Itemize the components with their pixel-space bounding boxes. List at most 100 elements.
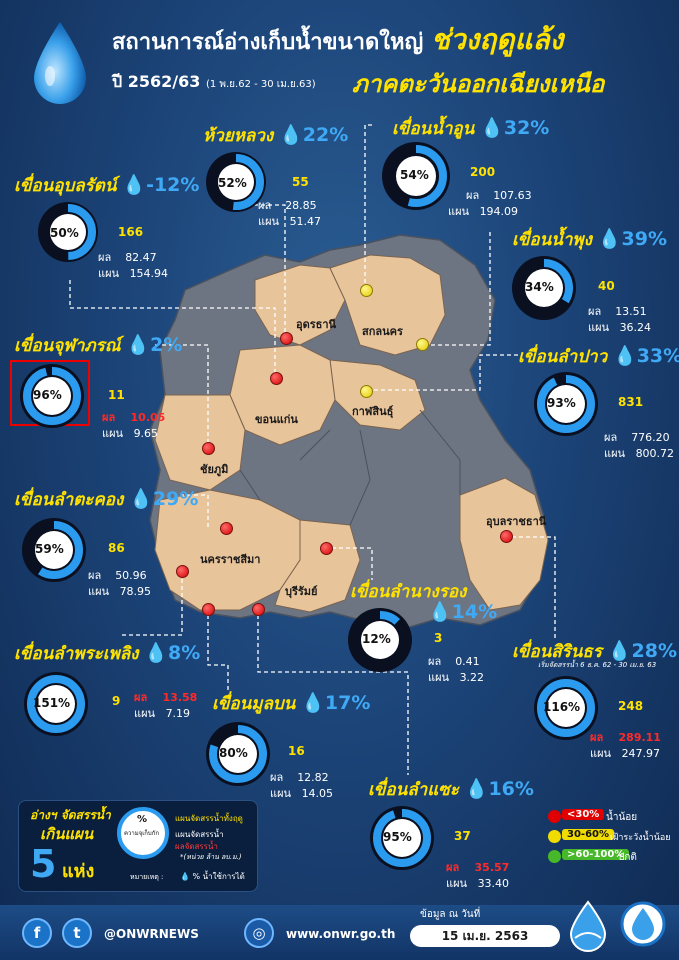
capacity: 248 (618, 699, 644, 713)
capacity: 9 (112, 694, 121, 708)
storage-pct: 93% (547, 396, 576, 410)
capacity: 86 (108, 541, 125, 555)
dam-title-nam-oon: เขื่อนน้ำอูน 💧32% (392, 117, 550, 139)
province-dot-ubolratana (270, 372, 283, 385)
gauge-sirindhorn (534, 676, 598, 740)
map-khonkaen (229, 344, 336, 446)
key-pct-caption: ความจุเก็บกัก (124, 830, 159, 837)
dam-title-lam-phra-phloeng: เขื่อนลำพระเพลิง 💧8% (14, 642, 201, 664)
note-label: หมายเหตุ : (130, 873, 164, 881)
province-dot-nam-phung (416, 338, 429, 351)
storage-pct: 95% (383, 830, 412, 844)
storage-pct: 34% (525, 280, 554, 294)
legend-range-low: <30% (562, 809, 605, 820)
province-dot-udon (280, 332, 293, 345)
province-dot-lam-phra-phloeng (176, 565, 189, 578)
capacity: 55 (292, 175, 309, 189)
key-unit: *(หน่วย ล้าน ลบ.ม.) (180, 853, 242, 861)
key-actual: ผลจัดสรรน้ำ (175, 842, 218, 851)
gauge-lam-takhong (22, 518, 86, 582)
gauge-nam-phung (512, 256, 576, 320)
note-pct: % น้ำใช้การได้ (192, 872, 245, 881)
dam-title-chulabhorn: เขื่อนจุฬาภรณ์ 💧2% (14, 334, 183, 356)
capacity: 37 (454, 829, 471, 843)
dam-title-mun-bon: เขื่อนมูลบน 💧17% (212, 692, 371, 714)
summary-count: 5 (30, 842, 57, 886)
province-dot-lam-nang-rong (320, 542, 333, 555)
gauge-mun-bon (206, 722, 270, 786)
storage-pct: 96% (33, 388, 62, 402)
key-plan: แผนจัดสรรน้ำ (175, 830, 224, 839)
government-seal-icon (620, 901, 666, 947)
storage-pct: 52% (218, 176, 247, 190)
province-label: ชัยภูมิ (200, 463, 229, 476)
website-link[interactable]: www.onwr.go.th (286, 927, 396, 941)
footer-bar (0, 905, 679, 960)
dam-title-lam-nang-rong: เขื่อนลำนางรอง (350, 582, 467, 602)
map-sakon (329, 254, 446, 356)
storage-pct: 59% (35, 542, 64, 556)
water-drop-logo-icon (34, 22, 86, 104)
dam-title-ubolratana: เขื่อนอุบลรัตน์ 💧-12% (14, 174, 200, 196)
period: (1 พ.ย.62 - 30 เม.ย.63) (205, 79, 316, 90)
dam-pct-lam-nang-rong: 💧14% (428, 601, 498, 623)
province-label: นครราชสีมา (200, 553, 261, 566)
dam-title-sirindhorn: เขื่อนสิรินธร 💧28% (512, 640, 677, 662)
sirindhorn-note: เริ่มจัดสรรน้ำ 6 ธ.ค. 62 - 30 เม.ย. 63 (538, 661, 657, 669)
gauge-lam-pao (534, 372, 598, 436)
key-gauge-icon (117, 807, 169, 859)
summary-line2: เกินแผน (40, 825, 94, 843)
capacity: 40 (598, 279, 615, 293)
map-kalasin (329, 359, 426, 431)
map-udon (254, 264, 346, 346)
province-dot-mun-bon (202, 603, 215, 616)
legend-label-normal: ปกติ (618, 852, 637, 863)
social-handle[interactable]: @ONWRNEWS (104, 927, 199, 941)
legend-label-low: น้ำน้อย (606, 812, 638, 823)
gauge-lam-nang-rong (348, 608, 412, 672)
province-label: อุดรธานี (296, 318, 337, 331)
title-highlight: ช่วงฤดูแล้ง (430, 23, 564, 56)
map-chaiyaphum (154, 394, 246, 491)
map-buriram (274, 519, 361, 613)
dam-title-lam-pao: เขื่อนลำปาว 💧33% (518, 345, 679, 367)
twitter-icon[interactable]: t (62, 918, 92, 948)
legend-range-normal: >60-100% (562, 849, 630, 860)
globe-icon: ◎ (244, 918, 274, 948)
gauge-huai-luang (206, 152, 266, 212)
storage-pct: 54% (400, 168, 429, 182)
gauge-lam-phra-phloeng (24, 672, 88, 736)
province-label: กาฬสินธุ์ (352, 405, 394, 418)
key-plan-all: แผนจัดสรรน้ำทั้งฤดู (175, 814, 243, 823)
gauge-nam-oon (382, 142, 450, 210)
storage-pct: 50% (50, 226, 79, 240)
legend-range-watch: 30-60% (562, 829, 615, 840)
page-title: สถานการณ์อ่างเก็บน้ำขนาดใหญ่ ช่วงฤดูแล้ง (112, 18, 563, 62)
dam-title-nam-phung: เขื่อนน้ำพุง 💧39% (512, 228, 668, 250)
gauge-lam-sae (370, 806, 434, 870)
province-label: สกลนคร (362, 325, 403, 338)
legend-dot-normal (548, 850, 561, 863)
gauge-chulabhorn (20, 364, 84, 428)
data-date: 15 เม.ย. 2563 (410, 925, 560, 947)
dam-title-lam-takhong: เขื่อนลำตะคอง 💧29% (14, 488, 199, 510)
gauge-ubolratana (38, 202, 98, 262)
legend-dot-watch (548, 830, 561, 843)
province-dot-sirindhorn (500, 530, 513, 543)
storage-pct: 80% (219, 746, 248, 760)
province-dot-lam-takhong (220, 522, 233, 535)
dam-title-lam-sae: เขื่อนลำแซะ 💧16% (368, 778, 534, 800)
province-dot-lam-pao (360, 385, 373, 398)
map-ubon (459, 477, 549, 611)
capacity: 11 (108, 388, 125, 402)
province-dot-lam-sae (252, 603, 265, 616)
onwr-logo-icon (569, 900, 607, 952)
storage-pct: 12% (362, 632, 391, 646)
summary-line1: อ่างฯ จัดสรรน้ำ (30, 808, 111, 822)
province-dot-chulabhorn (202, 442, 215, 455)
summary-unit: แห่ง (62, 861, 95, 882)
title-prefix: สถานการณ์อ่างเก็บน้ำขนาดใหญ่ (112, 30, 424, 55)
date-label: ข้อมูล ณ วันที่ (420, 909, 481, 920)
facebook-icon[interactable]: f (22, 918, 52, 948)
